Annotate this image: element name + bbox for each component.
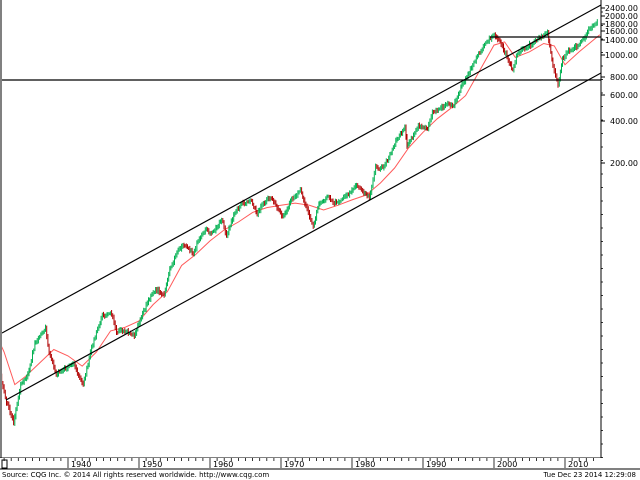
y-tick-label: 1400.00 <box>605 36 638 45</box>
y-tick-label: 600.00 <box>610 91 638 100</box>
x-tick-label: 1970 <box>284 460 304 469</box>
moving-average-line <box>2 34 601 386</box>
y-tick-label: 200.00 <box>610 159 638 168</box>
x-tick-label: 2000 <box>497 460 517 469</box>
footer-timestamp: Tue Dec 23 2014 12:29:08 <box>543 471 636 479</box>
channel-lower-line <box>5 72 601 401</box>
y-tick-label: 1600.00 <box>605 27 638 36</box>
x-axis: 1940 1950 1960 1970 1980 1990 2000 2010 <box>3 458 594 469</box>
channel-lines-layer <box>2 4 601 401</box>
x-tick-label: 1980 <box>355 460 375 469</box>
channel-upper-line <box>2 4 601 334</box>
x-scroll-handle[interactable] <box>1 459 8 469</box>
x-tick-label: 1950 <box>142 460 162 469</box>
x-tick-label: 1960 <box>213 460 233 469</box>
footer-source: Source: CQG Inc. © 2014 All rights reser… <box>2 471 270 479</box>
y-tick-label: 2000.00 <box>605 12 638 21</box>
y-tick-label: 2400.00 <box>605 4 638 13</box>
x-tick-label: 2010 <box>568 460 588 469</box>
y-tick-label: 400.00 <box>610 117 638 126</box>
moving-average-layer <box>2 34 601 386</box>
x-tick-label: 1940 <box>71 460 91 469</box>
y-tick-label: 1800.00 <box>605 20 638 29</box>
price-layer <box>2 19 598 426</box>
x-tick-label: 1990 <box>426 460 446 469</box>
y-tick-label: 1000.00 <box>605 51 638 60</box>
y-tick-label: 800.00 <box>610 73 638 82</box>
